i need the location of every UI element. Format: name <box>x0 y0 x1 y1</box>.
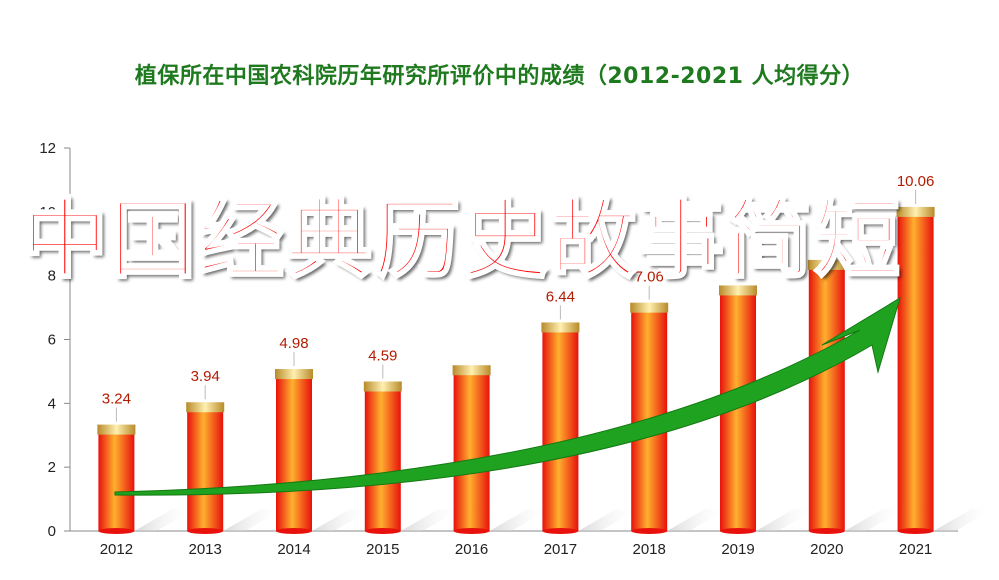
bar-cap <box>630 302 669 313</box>
bar-base <box>631 528 668 534</box>
y-tick-label: 0 <box>48 523 56 540</box>
bar-shadow <box>489 509 550 531</box>
bar-2020 <box>808 262 845 531</box>
chart-title: 植保所在中国农科院历年研究所评价中的成绩（2012-2021 人均得分） <box>134 64 865 89</box>
bar-cap <box>275 369 313 380</box>
trend-arrow <box>114 296 901 496</box>
x-tick-label-2014: 2014 <box>277 541 310 558</box>
y-tick-label: 6 <box>48 332 56 349</box>
bar-shadow <box>756 509 816 531</box>
y-ticks: 0 2 4 6 8 10 12 <box>39 140 70 540</box>
y-tick-label: 12 <box>39 140 56 157</box>
bar-shadow <box>667 509 728 531</box>
value-label-2013: 3.94 <box>191 368 220 385</box>
value-label-2017: 6.44 <box>546 288 575 305</box>
value-label-2021: 10.06 <box>897 173 935 190</box>
x-tick-label-2017: 2017 <box>544 541 577 558</box>
bar-base <box>897 528 934 534</box>
bar-2014 <box>276 372 312 531</box>
bar-shadow <box>134 509 195 531</box>
bar-2017 <box>542 325 579 531</box>
bar-shadow <box>400 509 461 531</box>
bar-2015 <box>364 384 401 531</box>
x-tick-label-2012: 2012 <box>100 541 133 558</box>
bar-base <box>720 528 756 534</box>
bar-cap <box>363 381 402 392</box>
y-tick-label: 4 <box>48 395 56 412</box>
bar-base <box>187 528 224 534</box>
bar-shadows <box>134 509 994 531</box>
y-tick-label: 8 <box>48 268 56 285</box>
bar-shadow <box>933 509 994 531</box>
x-tick-label-2013: 2013 <box>189 541 222 558</box>
bar-shadow <box>578 509 639 531</box>
x-ticks: 2012 2013 2014 2015 2016 2017 2018 2019 2020 2021 <box>100 541 933 558</box>
x-tick-label-2020: 2020 <box>810 541 843 558</box>
bar-base <box>276 528 312 534</box>
value-label-2014: 4.98 <box>279 335 308 352</box>
bar-cap <box>452 365 491 376</box>
bar-base <box>808 528 845 534</box>
x-tick-label-2015: 2015 <box>366 541 399 558</box>
bar-shadow <box>223 509 284 531</box>
bar-cap <box>896 206 935 217</box>
bar-cap <box>719 285 757 296</box>
bar-base <box>542 528 579 534</box>
bar-2021 <box>897 209 934 531</box>
x-tick-label-2021: 2021 <box>899 541 932 558</box>
bar-shadow <box>312 509 372 531</box>
bar-base <box>98 528 135 534</box>
y-tick-label: 10 <box>39 204 56 221</box>
value-label-2012: 3.24 <box>102 391 131 408</box>
value-label-2015: 4.59 <box>368 348 397 365</box>
bar-base <box>453 528 490 534</box>
value-labels: 3.24 3.94 4.98 4.59 6.44 7.06 10.06 <box>102 173 935 422</box>
bar-2016 <box>453 368 490 531</box>
bar-shadow <box>844 509 905 531</box>
bars <box>97 206 935 534</box>
bar-cap <box>807 259 846 270</box>
bar-2013 <box>187 405 224 531</box>
x-tick-label-2016: 2016 <box>455 541 488 558</box>
bar-cap <box>541 322 580 333</box>
bar-cap <box>186 402 225 413</box>
bar-base <box>364 528 401 534</box>
value-label-2018: 7.06 <box>635 269 664 286</box>
trend-arrow-icon <box>114 296 901 496</box>
x-tick-label-2019: 2019 <box>721 541 754 558</box>
bar-cap <box>97 424 136 435</box>
y-tick-label: 2 <box>48 459 56 476</box>
bar-2012 <box>98 427 135 531</box>
x-tick-label-2018: 2018 <box>633 541 666 558</box>
